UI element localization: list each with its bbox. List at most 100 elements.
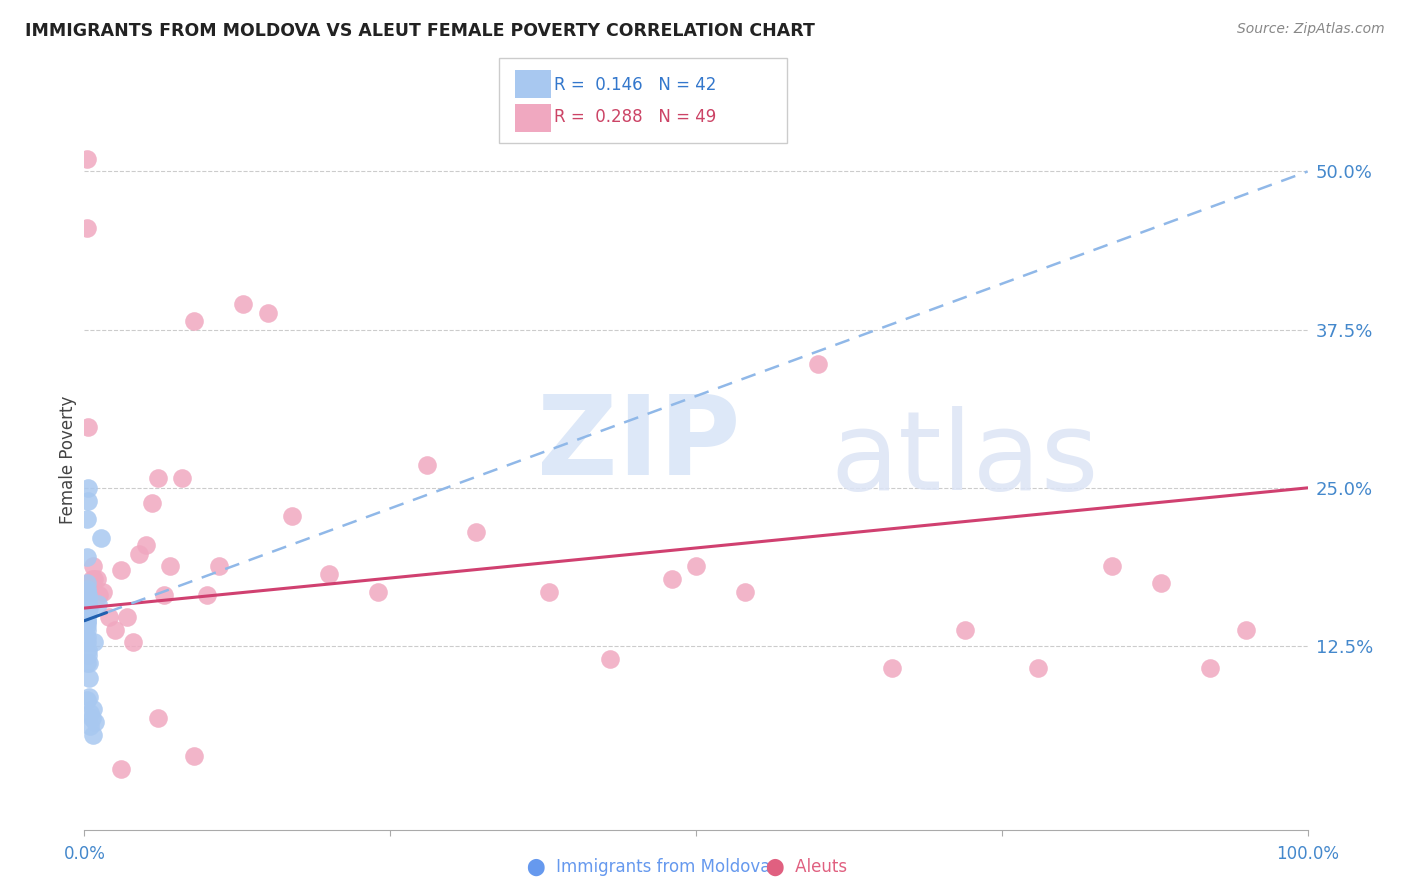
Point <box>76 584 98 599</box>
Point <box>953 623 976 637</box>
Point <box>97 610 120 624</box>
Text: ⬤  Aleuts: ⬤ Aleuts <box>766 858 848 876</box>
Point <box>77 481 100 495</box>
Point <box>538 584 561 599</box>
Point <box>685 559 707 574</box>
Point <box>110 762 132 776</box>
Point <box>76 152 98 166</box>
Point <box>1101 559 1123 574</box>
Point <box>146 471 169 485</box>
Point <box>76 614 98 628</box>
Point <box>734 584 756 599</box>
Point <box>110 563 132 577</box>
Point <box>76 607 98 622</box>
Point <box>76 630 98 644</box>
Text: ⬤  Immigrants from Moldova: ⬤ Immigrants from Moldova <box>527 858 770 876</box>
Point <box>82 702 104 716</box>
Point <box>80 572 103 586</box>
Point <box>77 420 100 434</box>
Point <box>79 719 101 733</box>
Point <box>83 572 105 586</box>
Point <box>76 575 98 590</box>
Point <box>91 584 114 599</box>
Point <box>76 614 98 628</box>
Point <box>76 597 98 611</box>
Point <box>115 610 138 624</box>
Point <box>135 538 157 552</box>
Text: IMMIGRANTS FROM MOLDOVA VS ALEUT FEMALE POVERTY CORRELATION CHART: IMMIGRANTS FROM MOLDOVA VS ALEUT FEMALE … <box>25 22 815 40</box>
Point <box>76 610 98 624</box>
Text: 100.0%: 100.0% <box>1277 845 1339 863</box>
Point <box>153 589 176 603</box>
Point <box>661 572 683 586</box>
Point <box>77 648 100 662</box>
Point <box>76 617 98 632</box>
Text: R =  0.146   N = 42: R = 0.146 N = 42 <box>554 76 716 95</box>
Text: ZIP: ZIP <box>537 391 741 498</box>
Point <box>76 512 98 526</box>
Point <box>146 711 169 725</box>
Y-axis label: Female Poverty: Female Poverty <box>59 395 77 524</box>
Point <box>128 547 150 561</box>
Point <box>77 589 100 603</box>
Point <box>79 584 101 599</box>
Point <box>195 589 218 603</box>
Point <box>76 607 98 622</box>
Point <box>183 749 205 764</box>
Point <box>77 690 100 704</box>
Point <box>77 575 100 590</box>
Point <box>77 597 100 611</box>
Point <box>77 605 100 619</box>
Point <box>76 597 98 611</box>
Point <box>77 592 100 607</box>
Point <box>80 711 103 725</box>
Text: 0.0%: 0.0% <box>63 845 105 863</box>
Point <box>76 550 98 565</box>
Point <box>257 306 280 320</box>
Point <box>76 623 98 637</box>
Point <box>76 605 98 619</box>
Point <box>416 458 439 472</box>
Point <box>76 601 98 615</box>
Point <box>87 597 110 611</box>
Point <box>76 605 98 619</box>
Point <box>599 651 621 665</box>
Point <box>141 496 163 510</box>
Point <box>77 643 100 657</box>
Point <box>318 566 340 581</box>
Point <box>76 221 98 235</box>
Point <box>76 635 98 649</box>
Point <box>183 314 205 328</box>
Point <box>84 714 107 729</box>
Point <box>122 635 145 649</box>
Point <box>880 660 903 674</box>
Point <box>1236 623 1258 637</box>
Point <box>87 589 110 603</box>
Point <box>77 601 100 615</box>
Point <box>77 656 100 670</box>
Text: R =  0.288   N = 49: R = 0.288 N = 49 <box>554 108 716 126</box>
Point <box>208 559 231 574</box>
Point <box>807 357 830 371</box>
Point <box>76 656 98 670</box>
Text: Source: ZipAtlas.com: Source: ZipAtlas.com <box>1237 22 1385 37</box>
Point <box>159 559 181 574</box>
Point <box>1028 660 1050 674</box>
Point <box>90 532 112 546</box>
Point <box>76 582 98 596</box>
Point <box>77 671 100 685</box>
Point <box>104 623 127 637</box>
Point <box>76 693 98 707</box>
Point <box>79 706 101 720</box>
Point <box>281 508 304 523</box>
Point <box>82 559 104 574</box>
Point <box>367 584 389 599</box>
Point <box>77 493 100 508</box>
Text: atlas: atlas <box>831 406 1099 513</box>
Point <box>172 471 194 485</box>
Point <box>464 525 486 540</box>
Point <box>1198 660 1220 674</box>
Point <box>82 728 104 742</box>
Point <box>232 297 254 311</box>
Point <box>1150 575 1173 590</box>
